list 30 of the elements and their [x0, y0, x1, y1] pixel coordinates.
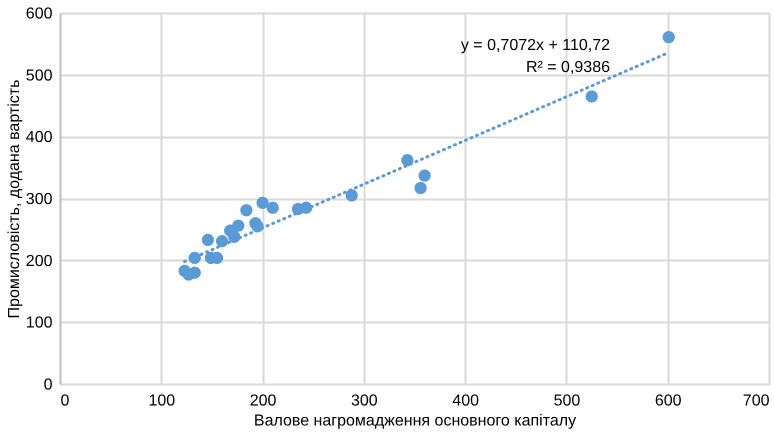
- x-tick-label: 400: [452, 392, 480, 410]
- annotation: R² = 0,9386: [526, 59, 610, 76]
- x-tick-label: 200: [250, 392, 277, 410]
- point: [662, 31, 675, 44]
- x-tick-label: 300: [351, 392, 378, 410]
- y-tick-label: 100: [26, 314, 53, 332]
- y-tick-label: 500: [26, 67, 53, 84]
- y-tick-label: 600: [26, 6, 53, 22]
- y-axis-title: Промисловість, додана вартість: [6, 80, 23, 318]
- point: [202, 234, 214, 246]
- x-tick-label: 600: [654, 392, 682, 410]
- point: [418, 170, 431, 182]
- point: [256, 196, 269, 209]
- y-tick-label: 0: [44, 376, 53, 394]
- x-tick-label: 700: [742, 392, 770, 410]
- annotation: y = 0,7072x + 110,72: [460, 37, 610, 54]
- y-tick-label: 300: [26, 191, 53, 208]
- x-tick-label: 0: [60, 392, 70, 410]
- y-tick-label: 200: [26, 252, 53, 270]
- x-axis-title: Валове нагромадження основного капіталу: [254, 412, 576, 430]
- point: [586, 90, 598, 103]
- point: [240, 204, 252, 216]
- point: [414, 182, 427, 194]
- point: [346, 189, 358, 202]
- y-tick-label: 400: [26, 129, 53, 146]
- x-tick-label: 100: [148, 392, 176, 410]
- point: [188, 266, 201, 279]
- point: [232, 220, 244, 232]
- x-tick-label: 500: [554, 392, 580, 410]
- point: [266, 202, 279, 214]
